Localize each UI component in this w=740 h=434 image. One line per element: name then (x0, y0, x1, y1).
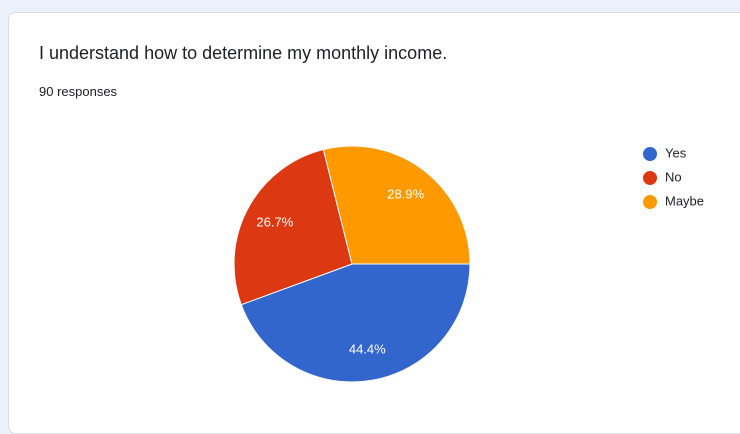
slice-label: 26.7% (256, 215, 293, 230)
legend-label: Maybe (665, 193, 704, 208)
legend-swatch (643, 171, 657, 185)
slice-label: 44.4% (349, 341, 386, 356)
pie-slice (240, 263, 471, 383)
chart-subtitle: 90 responses (39, 84, 118, 99)
legend-swatch (643, 195, 657, 209)
chart-title: I understand how to determine my monthly… (39, 43, 448, 63)
pie-slice (233, 148, 353, 306)
pie-slice (322, 145, 471, 265)
slice-label: 28.9% (387, 187, 424, 202)
legend-swatch (643, 147, 657, 161)
legend-label: Yes (665, 145, 687, 160)
chart: 44.4% 26.7% 28.9% Yes No Maybe (233, 145, 704, 383)
legend-label: No (665, 169, 682, 184)
page: {"chart_data": {"type": "pie", "title": … (8, 12, 740, 434)
